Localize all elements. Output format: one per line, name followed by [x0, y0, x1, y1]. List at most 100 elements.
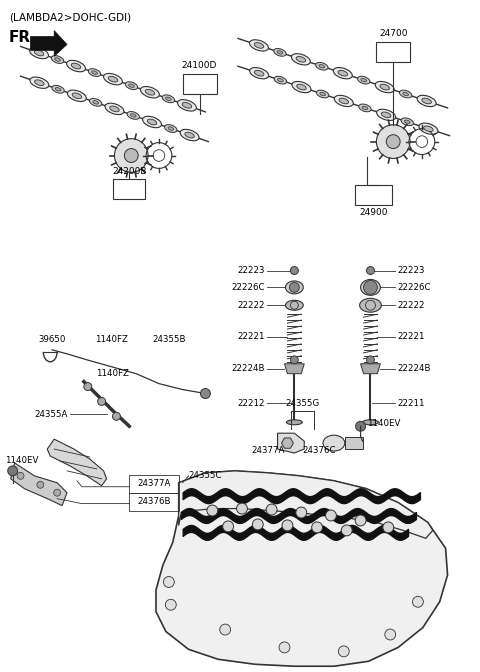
Circle shape: [266, 504, 277, 515]
Text: 22211: 22211: [397, 399, 425, 408]
Text: 1140EV: 1140EV: [367, 419, 400, 428]
Circle shape: [356, 421, 366, 431]
Polygon shape: [30, 30, 67, 56]
Circle shape: [412, 596, 423, 607]
Ellipse shape: [127, 112, 139, 120]
Ellipse shape: [277, 50, 283, 54]
Ellipse shape: [424, 126, 433, 132]
Ellipse shape: [319, 65, 324, 68]
Ellipse shape: [72, 93, 82, 99]
Circle shape: [84, 382, 92, 390]
Ellipse shape: [180, 130, 199, 140]
Polygon shape: [11, 463, 67, 505]
Ellipse shape: [185, 132, 194, 138]
Ellipse shape: [296, 56, 306, 62]
Ellipse shape: [254, 71, 264, 76]
Ellipse shape: [125, 82, 138, 89]
Text: 22224B: 22224B: [231, 364, 264, 373]
Text: 1140FZ: 1140FZ: [96, 369, 129, 378]
Circle shape: [207, 505, 218, 516]
Circle shape: [124, 149, 138, 163]
Ellipse shape: [274, 77, 287, 84]
Text: 24377A: 24377A: [251, 446, 284, 455]
Ellipse shape: [145, 89, 155, 95]
Text: 24355G: 24355G: [285, 399, 319, 409]
Text: 24200B: 24200B: [112, 167, 146, 176]
Ellipse shape: [178, 99, 196, 111]
Text: 22212: 22212: [237, 399, 264, 408]
Ellipse shape: [375, 81, 394, 93]
Circle shape: [112, 413, 120, 420]
Ellipse shape: [110, 106, 119, 112]
Text: (LAMBDA2>DOHC-GDI): (LAMBDA2>DOHC-GDI): [9, 13, 131, 23]
Text: 22222: 22222: [397, 301, 425, 310]
Ellipse shape: [166, 97, 171, 101]
Bar: [355, 185, 392, 205]
Ellipse shape: [286, 300, 303, 310]
Polygon shape: [285, 364, 304, 374]
Ellipse shape: [333, 68, 352, 79]
Bar: [113, 179, 145, 199]
Ellipse shape: [108, 77, 118, 82]
Text: 1140FZ: 1140FZ: [95, 335, 128, 344]
Circle shape: [363, 280, 377, 294]
Ellipse shape: [381, 112, 391, 118]
Ellipse shape: [143, 116, 161, 128]
Circle shape: [252, 519, 263, 530]
Ellipse shape: [286, 281, 303, 294]
Ellipse shape: [338, 71, 348, 76]
Ellipse shape: [250, 68, 269, 79]
Circle shape: [279, 642, 290, 653]
Ellipse shape: [417, 95, 436, 107]
Text: 24100D: 24100D: [182, 61, 217, 70]
Ellipse shape: [399, 90, 412, 98]
Ellipse shape: [323, 435, 345, 451]
Circle shape: [383, 522, 394, 533]
Ellipse shape: [277, 79, 283, 82]
Ellipse shape: [67, 90, 86, 101]
Text: 24377A: 24377A: [137, 479, 171, 489]
Text: 24355A: 24355A: [35, 410, 68, 419]
Text: 24900: 24900: [359, 208, 388, 217]
Ellipse shape: [92, 71, 97, 75]
Text: 39650: 39650: [38, 335, 66, 344]
Ellipse shape: [129, 84, 134, 87]
Polygon shape: [156, 471, 447, 666]
Text: 22221: 22221: [397, 333, 425, 341]
Ellipse shape: [422, 98, 432, 103]
Circle shape: [290, 356, 298, 364]
Circle shape: [237, 503, 247, 514]
Ellipse shape: [165, 124, 177, 132]
Ellipse shape: [404, 120, 410, 124]
Polygon shape: [47, 439, 107, 486]
Circle shape: [290, 267, 298, 275]
Text: 22226C: 22226C: [397, 283, 431, 292]
Text: FR.: FR.: [9, 30, 36, 44]
Ellipse shape: [52, 85, 64, 93]
Ellipse shape: [51, 56, 64, 63]
Bar: [376, 42, 410, 62]
Ellipse shape: [55, 58, 60, 61]
Polygon shape: [179, 471, 433, 538]
Text: 22223: 22223: [397, 266, 425, 275]
Ellipse shape: [361, 79, 367, 82]
Ellipse shape: [105, 103, 124, 115]
Ellipse shape: [72, 63, 81, 69]
Circle shape: [8, 466, 18, 476]
Circle shape: [367, 356, 374, 364]
Bar: [183, 74, 217, 94]
Circle shape: [37, 481, 44, 489]
Circle shape: [341, 525, 352, 536]
Ellipse shape: [30, 47, 48, 58]
Circle shape: [386, 134, 400, 149]
Ellipse shape: [274, 48, 286, 56]
Ellipse shape: [147, 119, 157, 125]
Circle shape: [201, 388, 210, 398]
Circle shape: [163, 577, 174, 587]
Ellipse shape: [89, 98, 102, 106]
Polygon shape: [281, 438, 293, 448]
Ellipse shape: [162, 95, 175, 103]
Ellipse shape: [297, 84, 306, 90]
Ellipse shape: [291, 54, 311, 65]
Circle shape: [355, 515, 366, 526]
